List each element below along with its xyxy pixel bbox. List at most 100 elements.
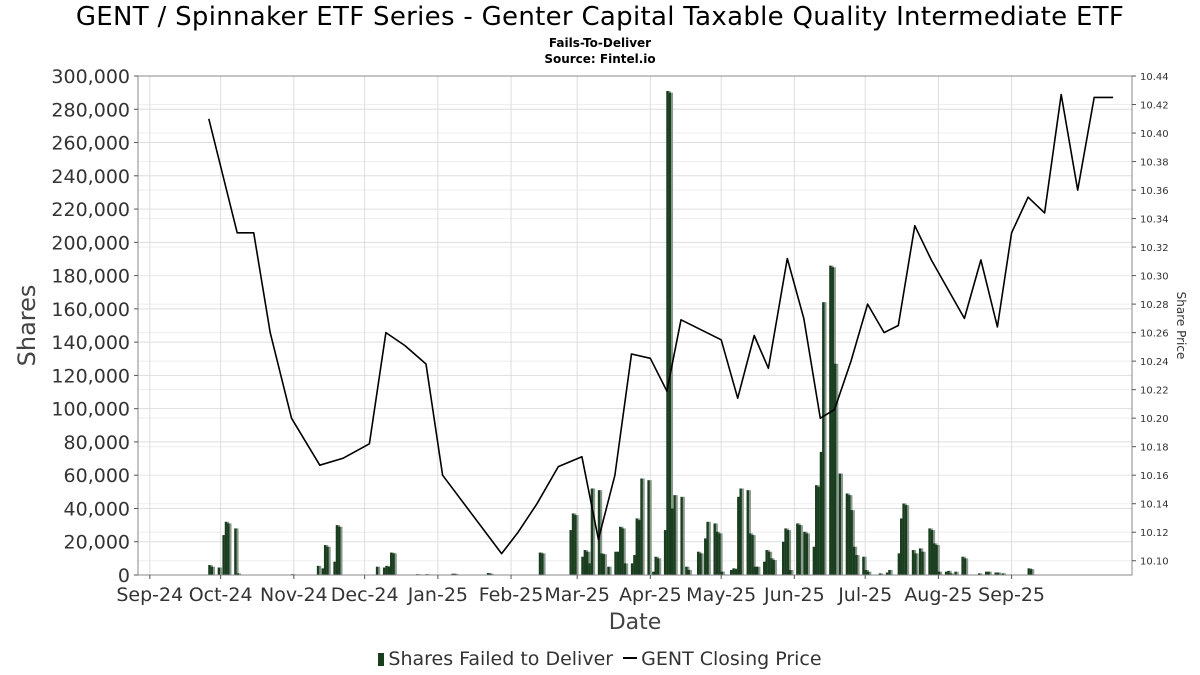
y-tick-label: 200,000 bbox=[51, 232, 130, 254]
fails-bar bbox=[715, 531, 719, 575]
bar-layer bbox=[208, 90, 1035, 575]
legend-item-bars: Shares Failed to Deliver bbox=[378, 648, 613, 670]
fails-bar bbox=[607, 566, 610, 575]
fails-bar-shadow bbox=[642, 478, 645, 575]
fails-bar-shadow bbox=[937, 545, 940, 575]
fails-bar bbox=[985, 571, 988, 575]
fails-bar bbox=[392, 553, 395, 575]
fails-bar bbox=[798, 525, 801, 575]
fails-bar bbox=[977, 573, 981, 575]
fails-bar bbox=[382, 567, 386, 575]
fails-bar bbox=[911, 550, 915, 575]
fails-bar bbox=[696, 551, 700, 575]
y2-tick-label: 10.26 bbox=[1140, 329, 1169, 340]
fails-bar bbox=[387, 566, 391, 575]
fails-bar bbox=[845, 493, 849, 575]
fails-bar bbox=[652, 571, 655, 575]
fails-bar bbox=[1027, 568, 1030, 575]
fails-bar-shadow bbox=[989, 571, 992, 575]
fails-bar-shadow bbox=[219, 567, 223, 575]
fails-bar bbox=[581, 556, 584, 575]
y2-tick-label: 10.30 bbox=[1140, 272, 1169, 283]
y2-tick-label: 10.28 bbox=[1140, 300, 1169, 311]
fails-bar bbox=[850, 510, 853, 575]
fails-bar bbox=[812, 546, 816, 575]
fails-bar bbox=[902, 503, 905, 575]
fails-bar bbox=[224, 521, 228, 575]
y-tick-label: 60,000 bbox=[64, 465, 130, 487]
fails-bar bbox=[597, 490, 601, 575]
fails-bar-shadow bbox=[758, 566, 761, 575]
fails-bar bbox=[862, 556, 865, 575]
fails-bar bbox=[751, 535, 754, 575]
fails-bar-shadow bbox=[857, 555, 860, 575]
fails-bar bbox=[210, 566, 213, 575]
grid-layer bbox=[138, 75, 1132, 576]
y-tick-label: 220,000 bbox=[51, 199, 130, 221]
x-tick-label: Jul-25 bbox=[837, 584, 892, 606]
fails-bar bbox=[680, 496, 683, 575]
fails-bar bbox=[746, 490, 749, 575]
axis-layer: 0 20,000 40,000 60,000 80,000 100,000 120,000 1… bbox=[13, 66, 1188, 635]
fails-bar bbox=[375, 566, 379, 575]
fails-bar bbox=[763, 561, 766, 575]
fails-bar-shadow bbox=[378, 566, 381, 575]
fails-bar bbox=[538, 552, 542, 575]
fails-bar bbox=[390, 552, 393, 575]
y2-tick-label: 10.42 bbox=[1140, 101, 1169, 112]
fails-bar bbox=[571, 513, 575, 575]
y2-tick-label: 10.14 bbox=[1140, 500, 1169, 511]
fails-bar bbox=[621, 528, 624, 575]
fails-bar bbox=[765, 550, 768, 575]
fails-bar bbox=[748, 533, 752, 575]
fails-bar-shadow bbox=[980, 573, 983, 575]
fails-bar-shadow bbox=[880, 573, 884, 575]
legend-line-label: GENT Closing Price bbox=[641, 648, 822, 670]
y-tick-label: 100,000 bbox=[51, 399, 130, 421]
y2-axis-title: Share Price bbox=[1174, 292, 1188, 360]
fails-bar bbox=[831, 267, 834, 575]
fails-bar bbox=[614, 551, 617, 575]
fails-bar-shadow bbox=[939, 571, 943, 575]
fails-bar bbox=[588, 563, 591, 575]
fails-bar bbox=[918, 548, 922, 575]
fails-bar-shadow bbox=[949, 570, 952, 575]
fails-bar bbox=[453, 573, 457, 575]
legend-item-line: GENT Closing Price bbox=[623, 648, 822, 670]
fails-bar bbox=[897, 553, 901, 575]
fails-bar bbox=[637, 520, 641, 575]
fails-bar bbox=[663, 530, 667, 575]
fails-bar-shadow bbox=[774, 560, 777, 575]
y-tick-label: 280,000 bbox=[51, 99, 130, 121]
fails-bar bbox=[1001, 573, 1004, 575]
fails-bar bbox=[815, 485, 818, 575]
fails-bar-shadow bbox=[800, 525, 803, 575]
fails-bar bbox=[805, 533, 808, 575]
fails-bar-shadow bbox=[791, 570, 794, 575]
fails-bar bbox=[687, 570, 690, 575]
fails-bar-shadow bbox=[965, 558, 969, 575]
fails-bar bbox=[630, 563, 634, 575]
y2-tick-label: 10.40 bbox=[1140, 129, 1169, 140]
fails-bar bbox=[866, 571, 870, 575]
fails-bar bbox=[838, 473, 842, 575]
y2-tick-label: 10.12 bbox=[1140, 528, 1169, 539]
fails-bar bbox=[947, 570, 950, 575]
fails-bar bbox=[796, 523, 799, 575]
fails-bar-shadow bbox=[916, 553, 919, 575]
fails-bar bbox=[338, 526, 341, 575]
fails-bar bbox=[335, 525, 339, 575]
fails-bar-shadow bbox=[807, 533, 810, 575]
fails-bar bbox=[666, 90, 669, 575]
fails-bar-shadow bbox=[999, 572, 1002, 575]
fails-bar bbox=[961, 556, 964, 575]
y2-tick-label: 10.18 bbox=[1140, 443, 1169, 454]
y-tick-label: 240,000 bbox=[51, 166, 130, 188]
fails-bar bbox=[706, 521, 709, 575]
legend-bars-label: Shares Failed to Deliver bbox=[388, 648, 614, 670]
fails-bar bbox=[616, 551, 620, 575]
fails-bar bbox=[739, 488, 742, 575]
fails-bar bbox=[755, 566, 759, 575]
fails-bar-shadow bbox=[600, 490, 603, 575]
